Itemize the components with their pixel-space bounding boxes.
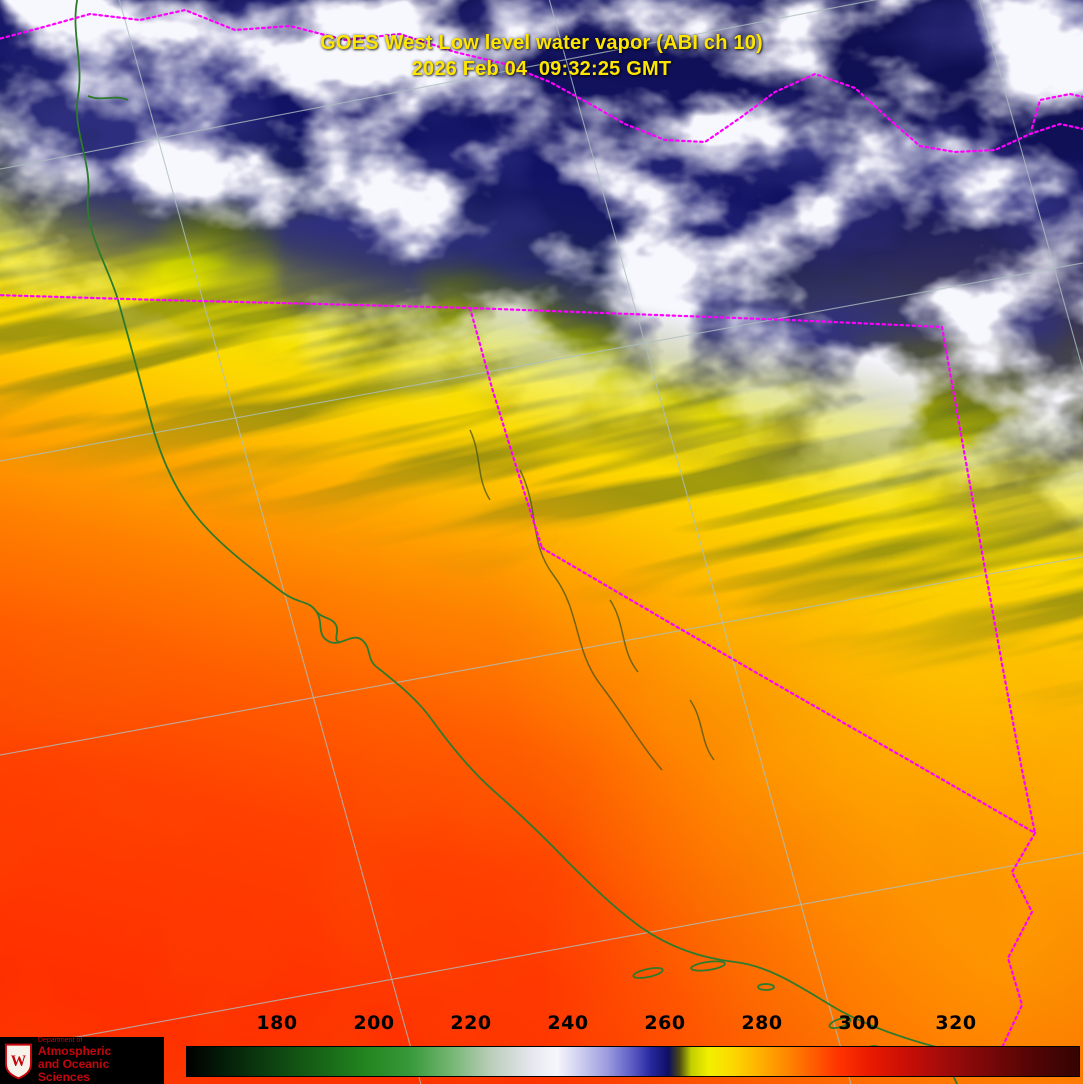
colorbar-tick-label: 280: [741, 1012, 783, 1034]
logo-name-line1: Atmospheric: [37, 1043, 112, 1058]
colorbar-tick-label: 300: [838, 1012, 880, 1034]
colorbar-tick-label: 240: [547, 1012, 589, 1034]
colorbar-tick-label: 320: [935, 1012, 977, 1034]
colorbar-tick-labels: 180 200 220 240 260 280 300 320: [186, 1012, 1080, 1040]
colorbar-tick-label: 220: [450, 1012, 492, 1034]
logo-name-line2: and Oceanic Sciences: [37, 1056, 110, 1084]
logo-text: Department of Atmospheric and Oceanic Sc…: [38, 1037, 160, 1083]
colorbar-tick-label: 260: [644, 1012, 686, 1034]
colorbar-tick-label: 180: [256, 1012, 298, 1034]
uw-crest-letter: W: [11, 1052, 27, 1069]
image-title: GOES West Low level water vapor (ABI ch …: [0, 30, 1083, 82]
colorbar-gradient: [186, 1046, 1080, 1077]
title-line-2: 2026 Feb 04 09:32:25 GMT: [411, 58, 672, 80]
logo-dept-line: Department of: [37, 1037, 83, 1045]
title-line-1: GOES West Low level water vapor (ABI ch …: [320, 32, 763, 54]
state-boundaries: [0, 8, 1083, 1054]
uw-crest-icon: W: [4, 1043, 32, 1079]
uw-aos-logo: W Department of Atmospheric and Oceanic …: [0, 1037, 164, 1084]
colorbar-tick-label: 200: [353, 1012, 395, 1034]
